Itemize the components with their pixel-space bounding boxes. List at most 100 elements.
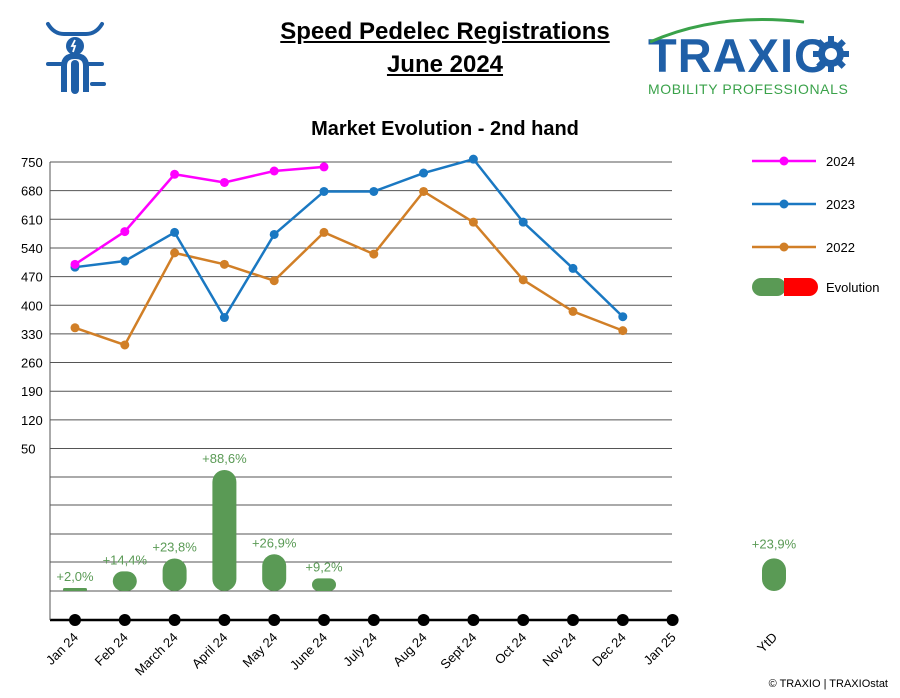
series-line-2024	[74, 165, 325, 266]
x-tick-dot	[69, 614, 81, 626]
y-tick-label: 330	[21, 327, 43, 342]
evolution-bar	[212, 470, 237, 591]
x-tick-label: Feb 24	[92, 630, 131, 669]
evolution-label: +23,8%	[152, 539, 197, 554]
x-tick-label: July 24	[340, 630, 380, 670]
data-point-2022	[568, 306, 578, 316]
evolution-bar	[312, 578, 336, 591]
evolution-bar	[262, 554, 287, 591]
brand-logo-text: TRAXIO	[648, 29, 832, 82]
x-tick-label: Jan 25	[641, 630, 679, 668]
brand-swoosh	[649, 18, 805, 44]
y-tick-label: 120	[21, 413, 43, 428]
y-tick-label: 470	[21, 270, 43, 285]
data-point-2022	[170, 248, 180, 258]
evolution-label: +2,0%	[56, 569, 94, 584]
x-tick-dot	[268, 614, 281, 626]
series-line-2023	[74, 157, 624, 320]
y-tick-label: 750	[21, 155, 43, 170]
x-tick-label: April 24	[189, 630, 231, 672]
x-tick-label: June 24	[287, 630, 330, 673]
data-point-2024	[269, 166, 279, 176]
x-tick-label: May 24	[240, 630, 281, 671]
data-point-2023	[170, 227, 180, 237]
data-point-2022	[70, 323, 80, 333]
data-point-2024	[70, 259, 80, 269]
x-tick-label: Dec 24	[589, 630, 629, 670]
legend-label-2024: 2024	[826, 154, 855, 169]
x-tick-dot	[417, 614, 430, 626]
x-tick-label: Nov 24	[539, 630, 579, 670]
x-tick-dot	[616, 614, 629, 626]
legend-evolution-swatch	[752, 278, 818, 296]
x-tick-dot	[218, 614, 231, 626]
data-point-2024	[170, 169, 180, 179]
evolution-bar	[162, 558, 187, 591]
data-point-2023	[319, 186, 329, 196]
data-point-2022	[419, 186, 429, 196]
data-point-2022	[269, 276, 279, 286]
evolution-label: +14,4%	[103, 552, 148, 567]
data-point-2023	[419, 168, 429, 178]
ytd-category-label: YtD	[754, 630, 780, 656]
data-point-2023	[568, 263, 578, 273]
data-point-2024	[219, 177, 229, 187]
y-tick-label: 540	[21, 241, 43, 256]
data-point-2022	[468, 217, 478, 227]
data-point-2024	[120, 227, 130, 237]
y-tick-label: 610	[21, 212, 43, 227]
x-tick-dot	[467, 614, 480, 626]
page-title-line1: Speed Pedelec Registrations	[280, 18, 610, 45]
x-tick-dot	[666, 614, 679, 626]
x-tick-label: Oct 24	[492, 630, 530, 668]
x-tick-dot	[367, 614, 380, 626]
brand-gear-icon	[813, 36, 849, 72]
x-tick-label: Jan 24	[43, 630, 81, 668]
data-point-2023	[120, 256, 130, 266]
legend-evolution-join	[784, 278, 794, 296]
data-point-2022	[120, 340, 130, 350]
legend-label-evolution: Evolution	[826, 280, 879, 295]
evolution-label: +9,2%	[305, 559, 343, 574]
data-point-2023	[518, 217, 528, 227]
data-point-2022	[618, 326, 628, 336]
x-tick-label: March 24	[132, 630, 181, 679]
evolution-bar	[63, 588, 87, 591]
chart-title: Market Evolution - 2nd hand	[311, 118, 579, 140]
evolution-bar	[112, 571, 137, 591]
ytd-label: +23,9%	[752, 536, 797, 551]
data-point-2022	[319, 227, 329, 237]
x-tick-dot	[318, 614, 330, 626]
y-tick-label: 190	[21, 384, 43, 399]
data-point-2022	[219, 259, 229, 269]
data-point-2022	[369, 249, 379, 259]
legend-evolution-positive	[752, 278, 786, 296]
data-point-2023	[269, 229, 279, 239]
data-point-2023	[468, 154, 478, 164]
data-point-2024	[319, 162, 329, 172]
data-point-2023	[618, 312, 628, 322]
ytd-bar	[762, 558, 786, 591]
copyright: © TRAXIO | TRAXIOstat	[768, 678, 888, 690]
y-tick-label: 400	[21, 298, 43, 313]
page-title-line2: June 2024	[386, 51, 504, 78]
series-line-2022	[74, 189, 624, 347]
data-point-2023	[369, 186, 379, 196]
y-tick-label: 260	[21, 356, 43, 371]
legend-label-2023: 2023	[826, 197, 855, 212]
x-tick-dot	[517, 614, 530, 626]
data-point-2023	[219, 313, 229, 323]
brand-tagline: MOBILITY PROFESSIONALS	[648, 81, 849, 97]
x-tick-dot	[168, 614, 181, 626]
x-tick-dot	[567, 614, 579, 626]
x-tick-label: Sept 24	[437, 630, 479, 672]
x-tick-dot	[118, 614, 131, 626]
legend-marker-2023	[779, 199, 789, 209]
x-tick-label: Aug 24	[390, 630, 430, 670]
y-tick-label: 50	[21, 442, 35, 457]
legend-marker-2024	[779, 156, 789, 166]
y-tick-label: 680	[21, 184, 43, 199]
legend-marker-2022	[779, 242, 789, 252]
evolution-label: +26,9%	[252, 535, 297, 550]
